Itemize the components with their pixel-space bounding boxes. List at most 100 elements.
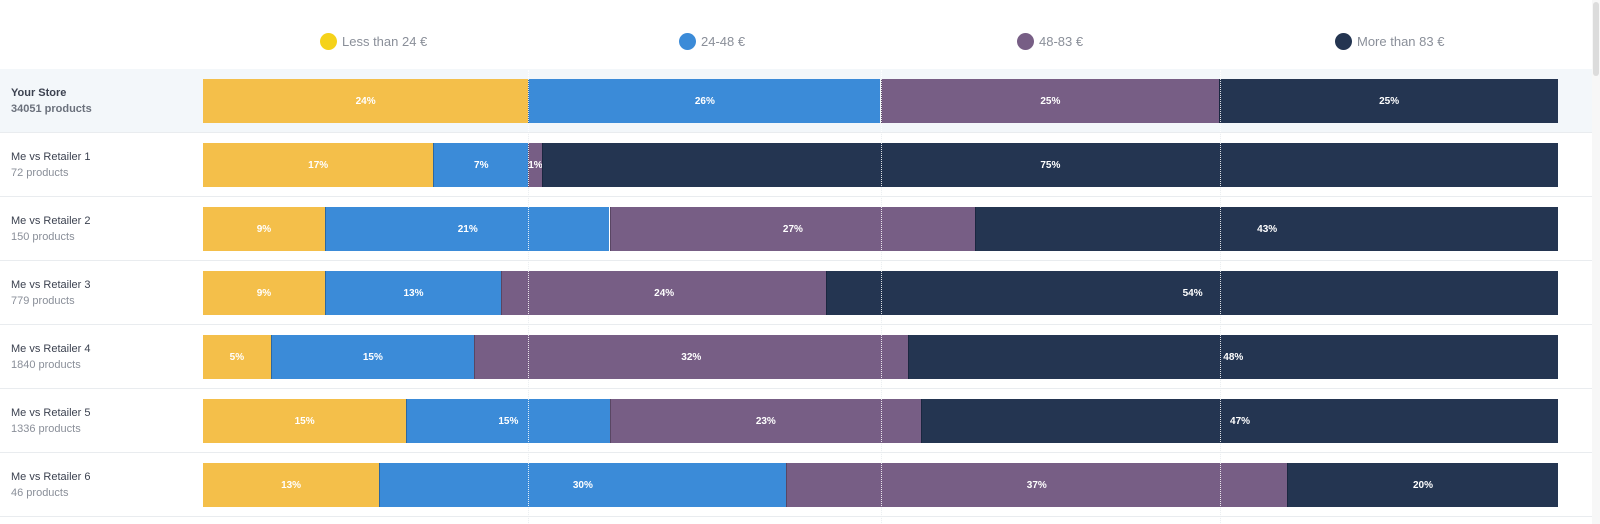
- bar-segment[interactable]: 48%: [907, 335, 1558, 379]
- bar-value-label: 37%: [1026, 479, 1047, 491]
- row-name: Me vs Retailer 2: [11, 215, 91, 227]
- legend-item-2[interactable]: 24-48 €: [679, 30, 745, 52]
- bar-segment[interactable]: 26%: [528, 79, 881, 123]
- row-product-count: 1336 products: [11, 423, 81, 435]
- bar-segment[interactable]: 24%: [501, 271, 827, 315]
- legend-label-4: More than 83 €: [1357, 33, 1445, 49]
- bar-segment[interactable]: 43%: [975, 207, 1558, 251]
- chart-row: Me vs Retailer 3 779 products 9% 13% 24% 54%: [0, 261, 1592, 325]
- bar-segment[interactable]: 13%: [324, 271, 502, 315]
- bar-value-label: 25%: [1040, 95, 1061, 107]
- row-label: Me vs Retailer 3 779 products: [11, 277, 90, 309]
- row-name: Me vs Retailer 6: [11, 471, 91, 483]
- bar-segment[interactable]: 24%: [203, 79, 529, 123]
- bar-segment[interactable]: 7%: [433, 143, 529, 187]
- bar-segment[interactable]: 23%: [609, 399, 922, 443]
- bar-segment[interactable]: 25%: [880, 79, 1220, 123]
- row-name: Me vs Retailer 1: [11, 151, 91, 163]
- chart-row: Me vs Retailer 6 46 products 13% 30% 37% 20%: [0, 453, 1592, 517]
- row-label: Me vs Retailer 2 150 products: [11, 213, 90, 245]
- bar-segment[interactable]: 30%: [379, 463, 786, 507]
- row-product-count: 779 products: [11, 295, 75, 307]
- scrollbar-thumb[interactable]: [1593, 2, 1599, 76]
- bar-segment[interactable]: 27%: [609, 207, 976, 251]
- bar-segment[interactable]: 54%: [826, 271, 1558, 315]
- row-name: Me vs Retailer 4: [11, 343, 91, 355]
- bar-value-label: 15%: [294, 415, 315, 427]
- bar-segment[interactable]: 32%: [474, 335, 908, 379]
- bar-value-label: 48%: [1223, 351, 1244, 363]
- legend-item-3[interactable]: 48-83 €: [1017, 30, 1083, 52]
- bar-segment[interactable]: 17%: [203, 143, 434, 187]
- bar-value-label: 24%: [355, 95, 376, 107]
- bar-value-label: 25%: [1379, 95, 1400, 107]
- bar-value-label: 9%: [256, 223, 272, 235]
- legend-dot-3: [1017, 32, 1034, 50]
- bar-value-label: 32%: [681, 351, 702, 363]
- bar-segment[interactable]: 75%: [541, 143, 1558, 187]
- bar-value-label: 43%: [1257, 223, 1278, 235]
- row-product-count: 46 products: [11, 487, 69, 499]
- bar-value-label: 7%: [474, 159, 489, 171]
- bar-value-label: 5%: [229, 351, 245, 363]
- chart-row: Me vs Retailer 1 72 products 17% 7% 1% 75%: [0, 133, 1592, 197]
- row-product-count: 72 products: [11, 167, 69, 179]
- bar-value-label: 15%: [362, 351, 383, 363]
- bar-segment[interactable]: 13%: [203, 463, 380, 507]
- legend-dot-4: [1335, 32, 1352, 50]
- legend-item-4[interactable]: More than 83 €: [1335, 30, 1444, 52]
- row-name: Me vs Retailer 5: [11, 407, 91, 419]
- row-label: Me vs Retailer 5 1336 products: [11, 405, 90, 437]
- bar-segment[interactable]: 15%: [270, 335, 474, 379]
- row-product-count: 150 products: [11, 231, 75, 243]
- bar-segment[interactable]: 9%: [203, 207, 325, 251]
- row-product-count: 1840 products: [11, 359, 81, 371]
- bar-value-label: 26%: [694, 95, 715, 107]
- legend-label-2: 24-48 €: [701, 33, 746, 49]
- bar-value-label: 24%: [654, 287, 675, 299]
- row-name: Your Store: [11, 87, 67, 99]
- row-label: Your Store 34051 products: [11, 85, 92, 117]
- chart-row: Me vs Retailer 2 150 products 9% 21% 27% 43%: [0, 197, 1592, 261]
- bar-value-label: 75%: [1040, 159, 1061, 171]
- bar-segment[interactable]: 1%: [528, 143, 543, 187]
- row-label: Me vs Retailer 6 46 products: [11, 469, 90, 501]
- legend-dot-2: [679, 32, 696, 50]
- bar-segment[interactable]: 21%: [324, 207, 610, 251]
- bar-segment[interactable]: 25%: [1219, 79, 1558, 123]
- chart-row: Your Store 34051 products 24% 26% 25% 25%: [0, 69, 1592, 133]
- bar-value-label: 9%: [256, 287, 272, 299]
- gridline-2: [881, 70, 882, 524]
- bar-segment[interactable]: 9%: [203, 271, 325, 315]
- bar-segment[interactable]: 47%: [921, 399, 1558, 443]
- row-product-count: 34051 products: [11, 103, 92, 115]
- bar-value-label: 27%: [782, 223, 803, 235]
- row-name: Me vs Retailer 3: [11, 279, 91, 291]
- legend-dot-1: [320, 32, 337, 50]
- bar-value-label: 21%: [457, 223, 478, 235]
- chart-row: Me vs Retailer 5 1336 products 15% 15% 23% 47…: [0, 389, 1592, 453]
- bar-value-label: 13%: [281, 479, 302, 491]
- bar-value-label: 13%: [403, 287, 424, 299]
- bar-segment[interactable]: 37%: [785, 463, 1287, 507]
- bar-segment[interactable]: 15%: [203, 399, 407, 443]
- legend-item-1[interactable]: Less than 24 €: [320, 30, 427, 52]
- bar-value-label: 20%: [1412, 479, 1433, 491]
- bar-segment[interactable]: 5%: [203, 335, 271, 379]
- bar-segment[interactable]: 20%: [1287, 463, 1558, 507]
- bar-value-label: 17%: [308, 159, 329, 171]
- bar-segment[interactable]: 15%: [406, 399, 610, 443]
- bar-value-label: 47%: [1230, 415, 1251, 427]
- legend-label-3: 48-83 €: [1039, 33, 1084, 49]
- chart-row: Me vs Retailer 4 1840 products 5% 15% 32% 48%: [0, 325, 1592, 389]
- bar-value-label: 15%: [498, 415, 519, 427]
- bar-value-label: 30%: [572, 479, 593, 491]
- gridline-1: [528, 70, 529, 524]
- scrollbar[interactable]: [1592, 0, 1600, 524]
- gridline-3: [1220, 70, 1221, 524]
- bar-value-label: 54%: [1182, 287, 1203, 299]
- row-label: Me vs Retailer 4 1840 products: [11, 341, 90, 373]
- bar-value-label: 1%: [528, 159, 543, 171]
- row-label: Me vs Retailer 1 72 products: [11, 149, 90, 181]
